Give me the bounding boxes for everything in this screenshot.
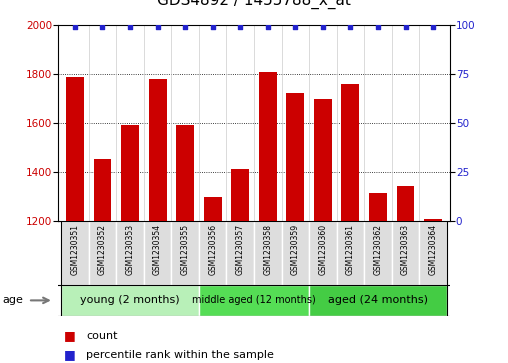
Text: GSM1230359: GSM1230359 <box>291 224 300 275</box>
Point <box>126 24 134 30</box>
Bar <box>61 285 199 316</box>
Text: count: count <box>86 331 118 341</box>
Text: GSM1230361: GSM1230361 <box>346 224 355 275</box>
Bar <box>204 197 221 221</box>
Bar <box>227 221 254 285</box>
Bar <box>254 221 281 285</box>
Text: GSM1230358: GSM1230358 <box>263 224 272 275</box>
Text: aged (24 months): aged (24 months) <box>328 295 428 305</box>
Point <box>181 24 189 30</box>
Bar <box>424 219 442 221</box>
Text: ■: ■ <box>64 348 75 362</box>
Bar <box>176 125 194 221</box>
Point <box>291 24 299 30</box>
Text: GSM1230356: GSM1230356 <box>208 224 217 275</box>
Bar <box>287 93 304 221</box>
Point <box>236 24 244 30</box>
Text: GDS4892 / 1455788_x_at: GDS4892 / 1455788_x_at <box>157 0 351 9</box>
Point <box>346 24 355 30</box>
Bar <box>309 285 447 316</box>
Point <box>209 24 217 30</box>
Point <box>264 24 272 30</box>
Point <box>319 24 327 30</box>
Bar <box>149 79 167 221</box>
Bar <box>259 72 277 221</box>
Bar <box>144 221 171 285</box>
Bar <box>397 186 415 221</box>
Point <box>401 24 409 30</box>
Point <box>153 24 162 30</box>
Text: GSM1230351: GSM1230351 <box>71 224 79 275</box>
Text: GSM1230360: GSM1230360 <box>319 224 327 275</box>
Point <box>99 24 107 30</box>
Bar <box>369 193 387 221</box>
Bar <box>309 221 337 285</box>
Text: middle aged (12 months): middle aged (12 months) <box>192 295 316 305</box>
Text: GSM1230362: GSM1230362 <box>373 224 383 275</box>
Bar <box>341 84 359 221</box>
Bar <box>199 221 227 285</box>
Text: GSM1230354: GSM1230354 <box>153 224 162 275</box>
Bar <box>314 99 332 221</box>
Bar <box>392 221 419 285</box>
Text: ■: ■ <box>64 329 75 342</box>
Bar <box>364 221 392 285</box>
Point <box>71 24 79 30</box>
Bar <box>419 221 447 285</box>
Bar <box>281 221 309 285</box>
Bar <box>66 77 84 221</box>
Bar <box>171 221 199 285</box>
Text: GSM1230364: GSM1230364 <box>429 224 437 275</box>
Text: young (2 months): young (2 months) <box>80 295 180 305</box>
Bar <box>231 169 249 221</box>
Bar <box>93 159 111 221</box>
Text: GSM1230352: GSM1230352 <box>98 224 107 275</box>
Text: GSM1230357: GSM1230357 <box>236 224 245 275</box>
Point <box>374 24 382 30</box>
Bar <box>337 221 364 285</box>
Bar <box>61 221 89 285</box>
Text: age: age <box>3 295 23 305</box>
Text: GSM1230355: GSM1230355 <box>181 224 189 275</box>
Text: GSM1230363: GSM1230363 <box>401 224 410 275</box>
Text: percentile rank within the sample: percentile rank within the sample <box>86 350 274 360</box>
Point <box>429 24 437 30</box>
Bar <box>199 285 309 316</box>
Text: GSM1230353: GSM1230353 <box>125 224 135 275</box>
Bar <box>121 125 139 221</box>
Bar <box>116 221 144 285</box>
Bar <box>89 221 116 285</box>
